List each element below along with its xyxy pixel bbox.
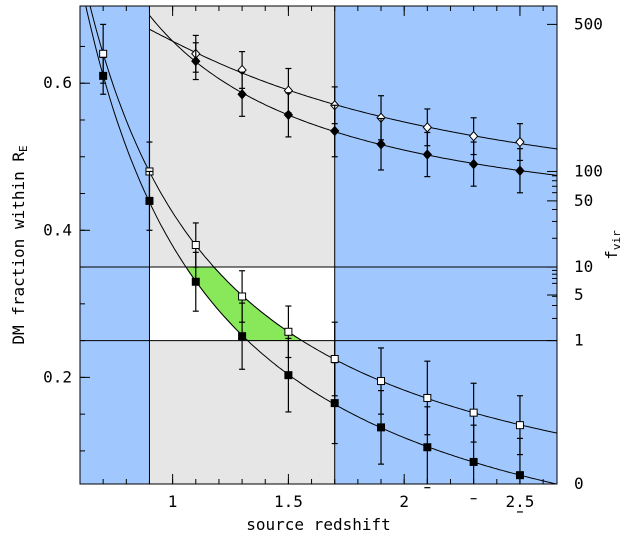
data-point-filled-diamond: [237, 88, 247, 100]
data-point-open-diamond: [515, 136, 525, 148]
y-tick-label: 0.6: [43, 73, 72, 92]
x-tick-label: 2.5: [505, 492, 534, 511]
data-point-filled-square: [284, 371, 293, 380]
data-point-filled-diamond: [422, 149, 432, 160]
plot-frame: [79, 5, 558, 485]
x-tick-label: 1: [168, 492, 178, 511]
y2-tick-label: 50: [574, 191, 593, 210]
data-point-open-square: [330, 354, 339, 363]
data-point-open-diamond: [422, 122, 432, 133]
y2-tick-label: 100: [574, 161, 603, 180]
data-point-open-square: [191, 241, 200, 249]
data-point-open-square: [284, 327, 293, 336]
data-point-filled-square: [469, 457, 478, 466]
data-point-open-square: [238, 292, 247, 301]
y2-tick-label: 1: [574, 331, 584, 350]
data-point-filled-diamond: [376, 138, 386, 150]
y2-tick-label: 10: [574, 257, 593, 276]
y-tick-label: 0.4: [43, 220, 72, 239]
y-axis-title-subscript: E: [17, 145, 30, 152]
data-point-open-diamond: [468, 130, 479, 142]
data-point-filled-diamond: [468, 158, 479, 170]
x-tick-label: 2: [399, 492, 409, 511]
data-point-open-square: [515, 421, 524, 430]
data-point-filled-square: [238, 332, 247, 341]
y2-axis-title: fvir: [602, 230, 623, 260]
data-point-filled-square: [191, 277, 200, 286]
y2-tick-label: 5: [574, 285, 584, 304]
data-point-open-square: [99, 49, 108, 58]
data-point-filled-square: [99, 71, 108, 80]
data-point-filled-square: [145, 196, 154, 205]
fit-curve-open-diamond: [149, 28, 557, 150]
data-point-filled-diamond: [191, 55, 201, 67]
data-point-filled-diamond: [515, 165, 525, 176]
y2-tick-label: 0: [574, 474, 584, 493]
data-point-open-square: [377, 377, 386, 386]
data-point-filled-diamond: [283, 109, 294, 121]
data-point-filled-square: [377, 423, 386, 432]
x-axis-title: source redshift: [246, 515, 391, 534]
y2-tick-label: 500: [574, 14, 603, 33]
y-tick-label: 0.2: [43, 367, 72, 386]
data-point-filled-square: [330, 399, 339, 408]
y2-axis-title-subscript: vir: [610, 230, 623, 250]
data-point-filled-diamond: [330, 125, 340, 137]
data-point-open-square: [469, 408, 478, 417]
fit-curve-filled-diamond: [149, 14, 557, 176]
data-point-open-square: [423, 393, 432, 402]
y-axis-title: DM fraction within RE: [9, 145, 30, 344]
x-tick-label: 1.5: [274, 492, 303, 511]
data-point-filled-square: [423, 443, 432, 452]
